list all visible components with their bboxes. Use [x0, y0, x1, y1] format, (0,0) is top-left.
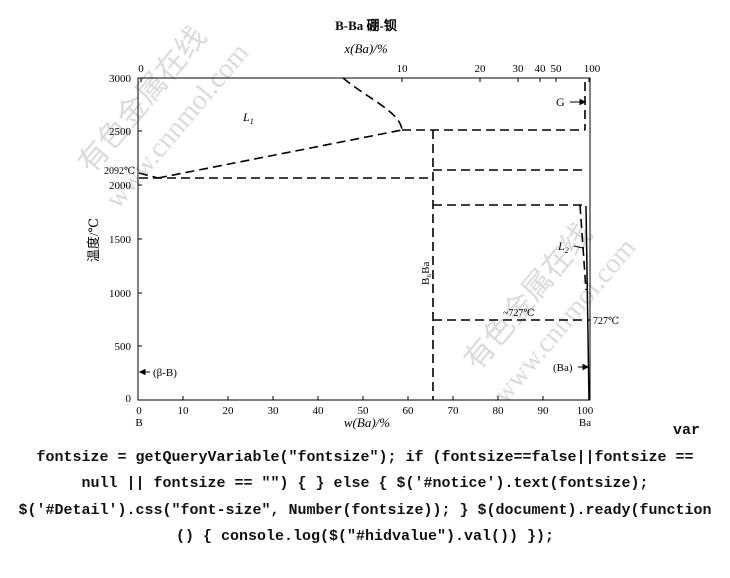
- top-ticks: 0 10 20 30 40 50 100: [138, 63, 601, 82]
- code-line: fontsize = getQueryVariable("fontsize");…: [36, 448, 694, 466]
- bottom-tick-label: 90: [538, 405, 550, 417]
- left-tick-label: 2000: [109, 180, 132, 192]
- bottom-tick-label: 40: [313, 405, 325, 417]
- top-tick-label: 100: [584, 63, 601, 75]
- bottom-tick-label: 100: [577, 405, 594, 417]
- label-b6ba: B₆Ba: [420, 261, 432, 285]
- left-axis-label: 温度/℃: [86, 218, 101, 262]
- watermark-group: 有色金属在线 www.cnnmol.com 有色金属在线 www.cnnmol.…: [72, 20, 642, 409]
- bottom-axis-label: w(Ba)/%: [344, 415, 390, 430]
- top-axis-label: x(Ba)/%: [343, 41, 387, 56]
- script-text-block: var fontsize = getQueryVariable("fontsiz…: [0, 418, 730, 551]
- bottom-tick-label: 20: [223, 405, 235, 417]
- label-727-inner: ~727℃: [503, 308, 535, 319]
- end-label-b: B: [135, 417, 142, 429]
- arrowhead-icon: [138, 368, 146, 376]
- bottom-tick-label: 60: [403, 405, 415, 417]
- phase-labels: L1 G L2 2092℃ B₆Ba ~727℃ 727℃ (β-B) (Ba): [104, 95, 619, 379]
- label-727-right: 727℃: [593, 316, 619, 327]
- diagram-title: B-Ba 硼-钡: [335, 18, 397, 33]
- code-line: () { console.log($("#hidvalue").val()) }…: [175, 528, 555, 545]
- arrowhead-icon: [579, 98, 587, 106]
- label-l1: L1: [242, 110, 254, 126]
- left-tick-label: 3000: [109, 73, 132, 85]
- bottom-tick-label: 70: [448, 405, 460, 417]
- bottom-tick-label: 10: [178, 405, 190, 417]
- arrows: [138, 98, 590, 376]
- bottom-tick-label: 0: [136, 405, 142, 417]
- top-tick-label: 30: [513, 63, 525, 75]
- left-tick-label: 1000: [109, 288, 132, 300]
- top-tick-label: 10: [397, 63, 409, 75]
- liquidus-line: [157, 129, 403, 179]
- top-tick-label: 50: [551, 63, 563, 75]
- top-tick-label: 0: [138, 63, 144, 75]
- label-beta-b: (β-B): [153, 367, 177, 379]
- gas-liquid-curve: [342, 77, 403, 131]
- ba-boundary-solid: [585, 205, 590, 401]
- arrow-l2: [573, 245, 584, 249]
- liquidus-left: [138, 172, 159, 179]
- top-tick-label: 40: [535, 63, 547, 75]
- top-tick-label: 20: [475, 63, 487, 75]
- label-ba-phase: (Ba): [553, 362, 573, 374]
- label-l2: L2: [557, 239, 569, 255]
- left-tick-label: 2500: [109, 126, 132, 138]
- left-tick-label: 0: [126, 393, 132, 405]
- left-tick-label: 500: [115, 341, 132, 353]
- bottom-tick-label: 30: [268, 405, 280, 417]
- bottom-tick-label: 80: [493, 405, 505, 417]
- label-2092: 2092℃: [104, 166, 135, 177]
- code-line: var: [672, 422, 700, 439]
- bottom-tick-label: 50: [358, 405, 370, 417]
- left-ticks: 0 500 1000 1500 2000 2500 3000: [109, 73, 142, 405]
- bottom-ticks: 0 10 20 30 40 50 60 70 80 90 100: [136, 396, 594, 417]
- code-line: $('#Detail').css("font-size", Number(fon…: [18, 501, 712, 519]
- code-line: null || fontsize == "") { } else { $('#n…: [81, 475, 649, 492]
- arrowhead-icon: [582, 363, 590, 371]
- phase-diagram: 有色金属在线 www.cnnmol.com 有色金属在线 www.cnnmol.…: [72, 18, 642, 430]
- left-tick-label: 1500: [109, 234, 132, 246]
- label-g: G: [556, 95, 565, 109]
- end-label-ba: Ba: [579, 417, 591, 429]
- phase-boundaries: [138, 77, 590, 400]
